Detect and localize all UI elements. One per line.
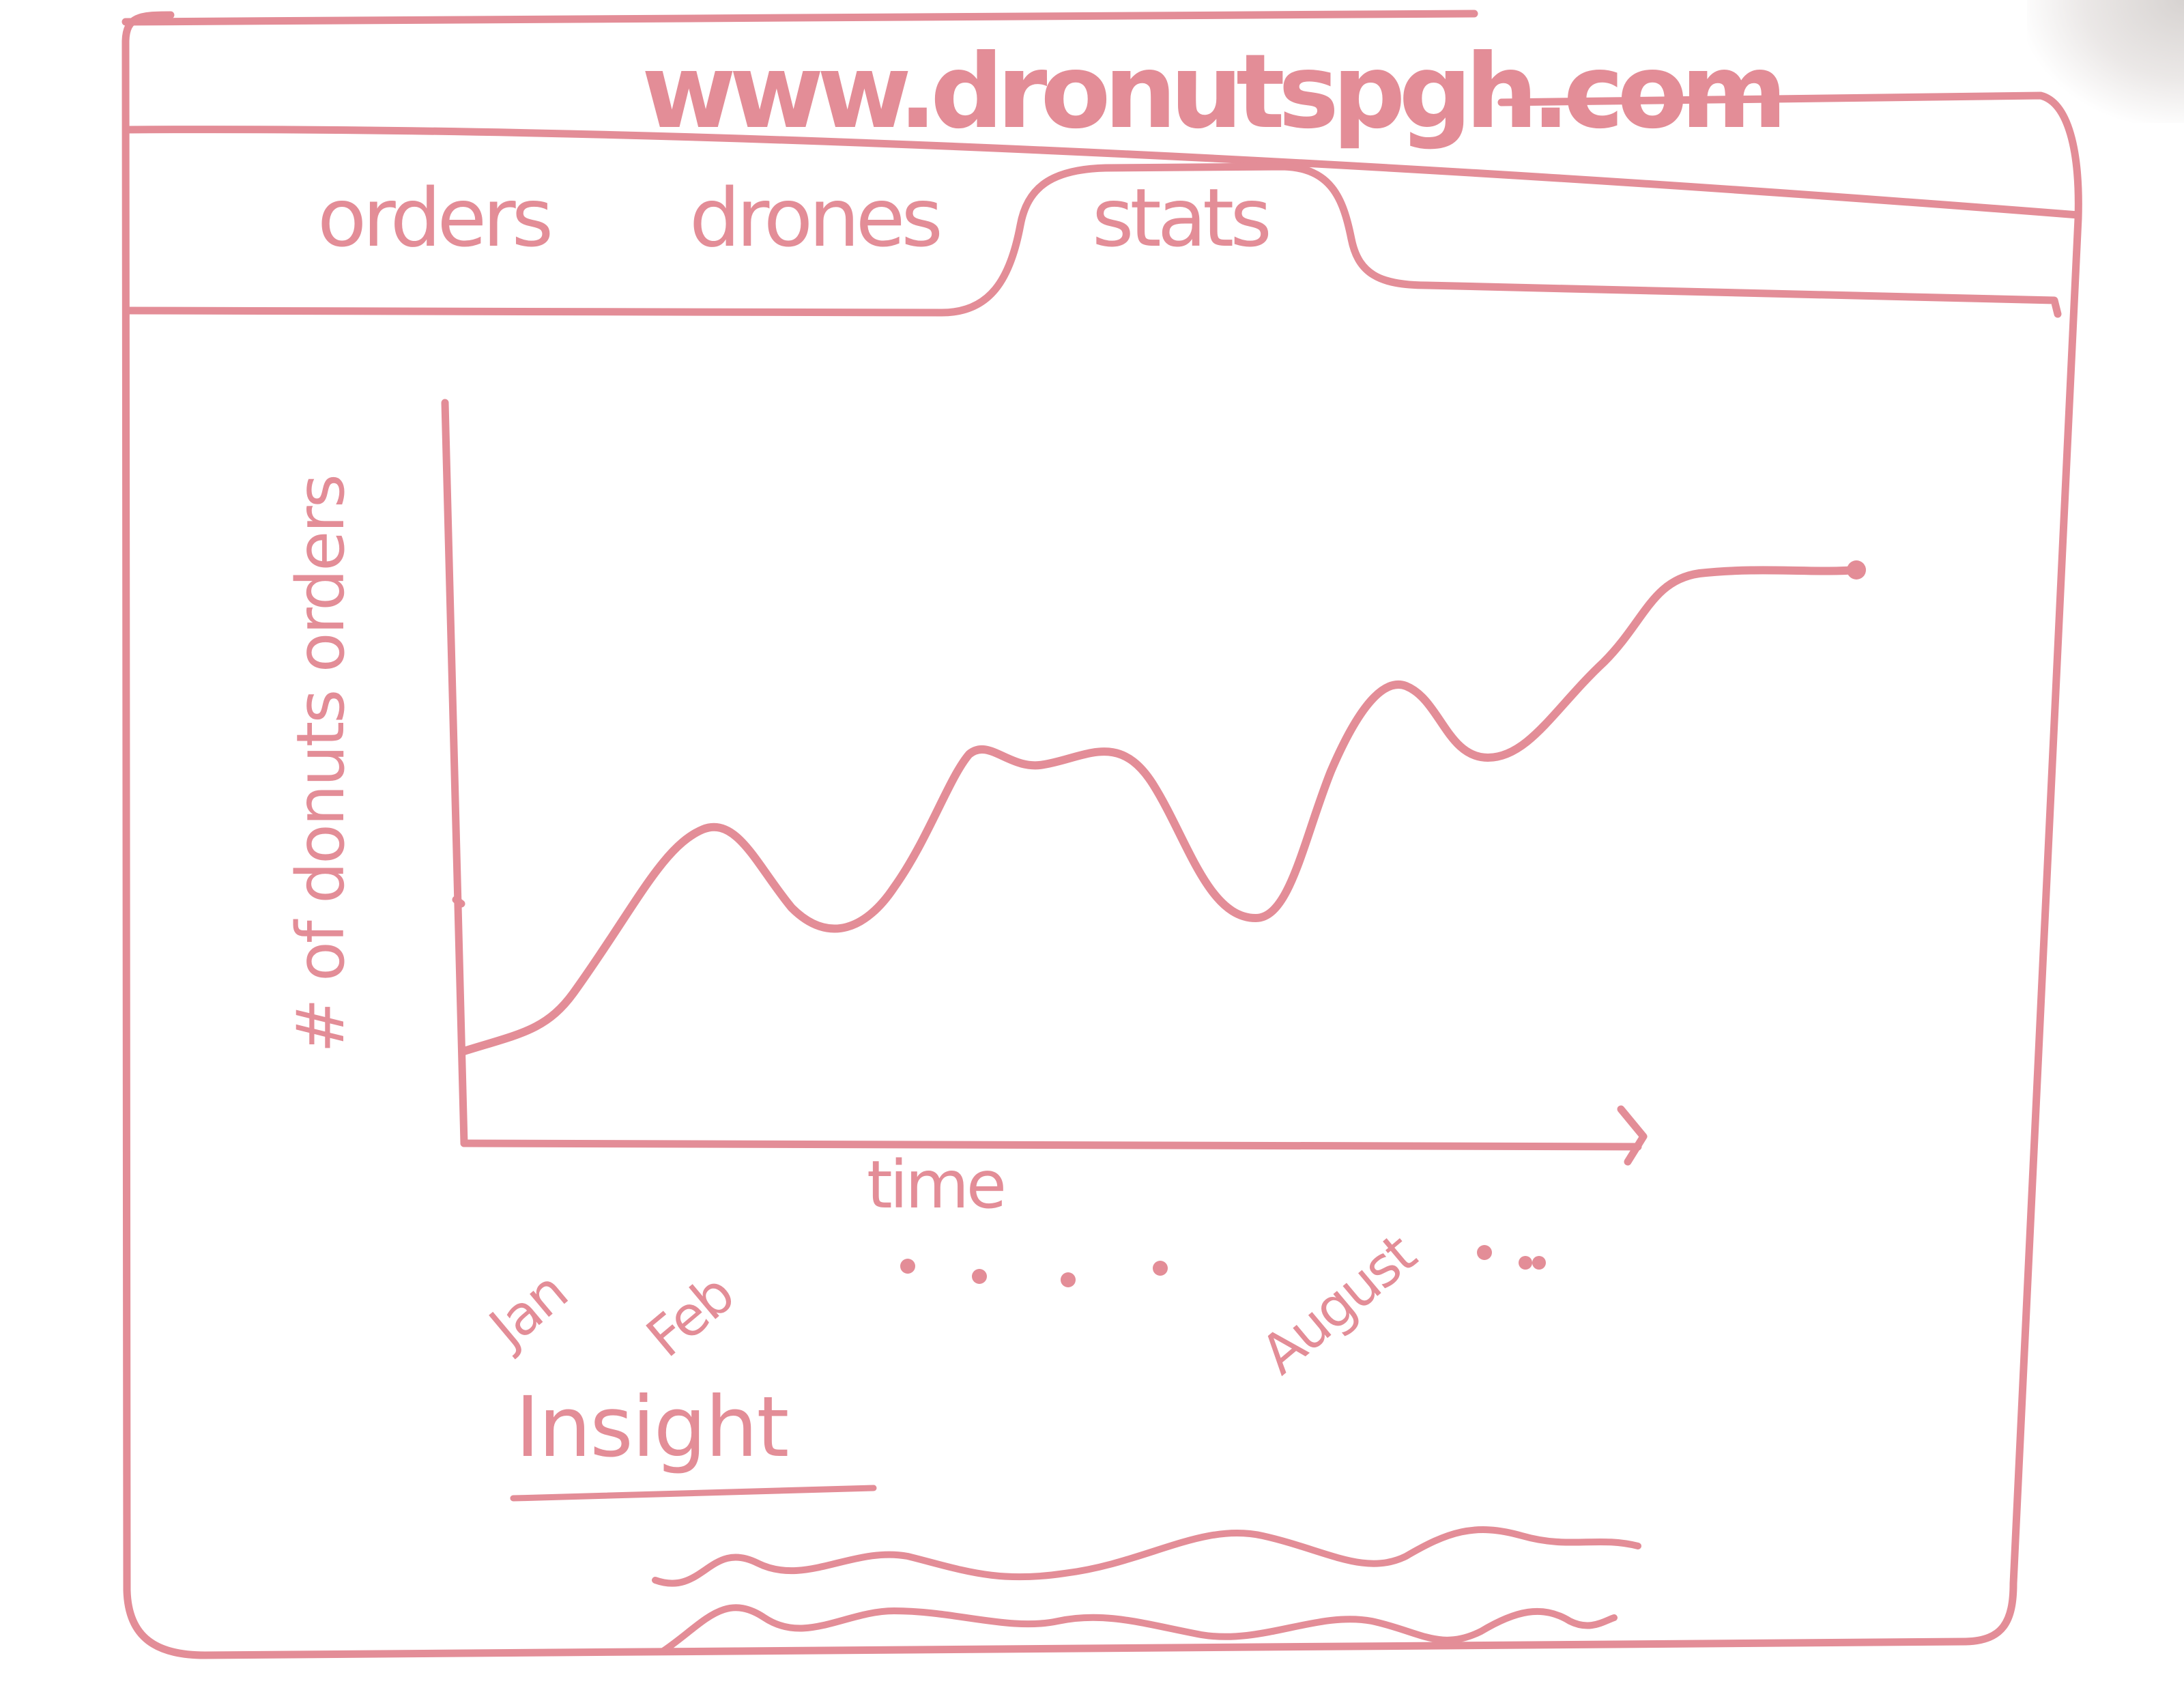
insight-underline <box>510 1485 877 1502</box>
browser-frame-top <box>121 10 1478 26</box>
insight-placeholder-line <box>659 1604 1618 1655</box>
tab-stats[interactable]: stats <box>1092 171 1272 265</box>
chart-x-axis-label: time <box>867 1147 1007 1223</box>
address-bar-url[interactable]: www.dronutspgh.com <box>642 33 1787 152</box>
x-axis-ellipsis-dots <box>900 1245 1546 1287</box>
chart-series-line <box>460 566 1860 1055</box>
y-axis <box>441 399 468 1147</box>
tab-strip-outline <box>126 162 2062 318</box>
ellipsis-dot <box>900 1259 915 1274</box>
ellipsis-dot <box>1477 1245 1492 1260</box>
insight-heading: Insight <box>515 1379 789 1476</box>
tab-drones[interactable]: drones <box>689 171 943 265</box>
tab-orders[interactable]: orders <box>317 171 554 265</box>
chart-series-endpoint <box>1847 560 1866 580</box>
address-bar-divider <box>123 126 2082 219</box>
y-axis-tick <box>452 896 465 908</box>
ellipsis-dot <box>1519 1256 1532 1270</box>
x-axis-arrowhead <box>1617 1105 1648 1166</box>
ellipsis-dot <box>1061 1272 1076 1287</box>
ellipsis-dot <box>1532 1256 1546 1270</box>
x-axis <box>460 1139 1642 1151</box>
ellipsis-dot <box>1153 1261 1168 1276</box>
chart-y-axis-label: # of donuts orders <box>283 476 359 1053</box>
insight-placeholder-line <box>652 1526 1641 1587</box>
ellipsis-dot <box>972 1269 987 1284</box>
browser-frame <box>121 11 2082 1659</box>
